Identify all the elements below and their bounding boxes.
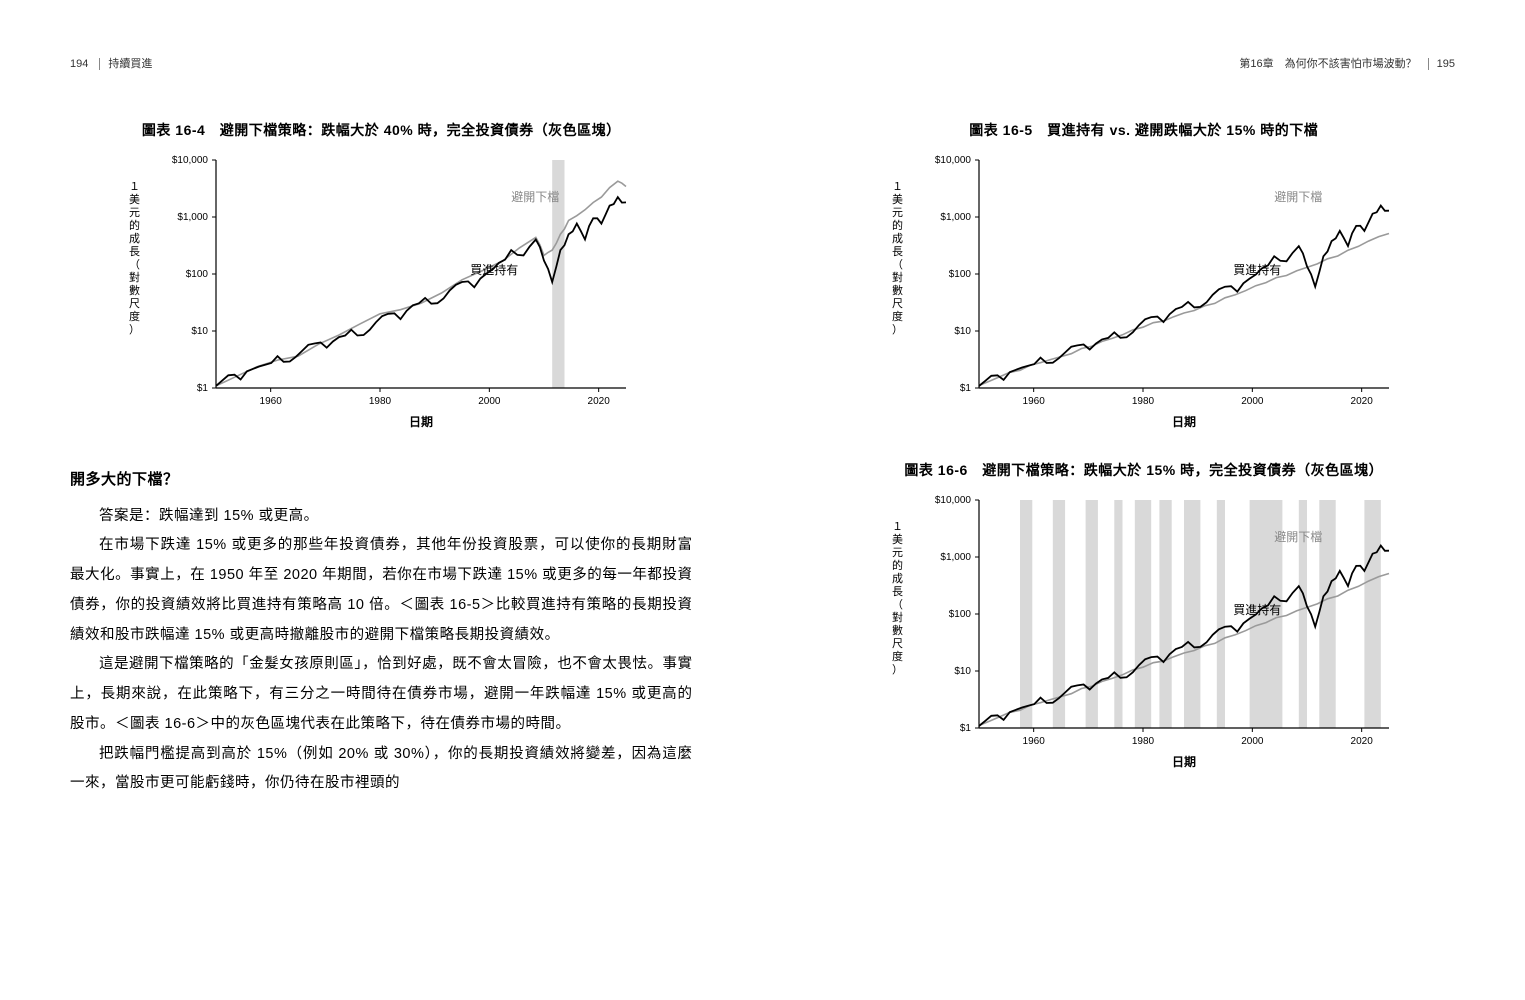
paragraph-1: 答案是：跌幅達到 15% 或更高。 [70,502,693,532]
svg-text:元: 元 [129,207,140,219]
svg-text:長: 長 [892,245,903,258]
svg-text:$1: $1 [197,383,209,394]
svg-text:1980: 1980 [369,396,392,407]
svg-text:$10,000: $10,000 [935,155,972,166]
chart5: １美元的成長（對數尺度） $1 $10 $100 $1,000 $10,000 1960 19… [884,150,1404,430]
chart6-title: 圖表 16-6 避開下檔策略：跌幅大於 15% 時，完全投資債券（灰色區塊） [833,460,1456,480]
section-heading: 開多大的下檔？ [70,465,693,496]
svg-text:成: 成 [129,232,140,245]
svg-text:2000: 2000 [1241,736,1264,747]
svg-text:1960: 1960 [1022,396,1045,407]
svg-text:（: （ [892,258,903,271]
chapter-label: 第16章 為何你不該害怕市場波動？ [1239,58,1416,70]
svg-text:2000: 2000 [1241,396,1264,407]
svg-text:$10: $10 [192,326,209,337]
svg-text:$10: $10 [954,326,971,337]
svg-text:$100: $100 [949,609,972,620]
svg-text:$10,000: $10,000 [935,495,972,506]
svg-text:$100: $100 [949,269,972,280]
svg-text:１: １ [892,521,903,533]
paragraph-3: 這是避開下檔策略的「金髮女孩原則區」，恰到好處，既不會太冒險，也不會太畏怯。事實… [70,650,693,739]
paragraph-2: 在市場下跌達 15% 或更多的那些年投資債券，其他年份投資股票，可以使你的長期財… [70,531,693,650]
svg-text:$1,000: $1,000 [940,212,971,223]
svg-text:避開下檔: 避開下檔 [511,190,559,204]
svg-text:$10,000: $10,000 [172,155,209,166]
svg-text:美: 美 [892,193,903,206]
svg-text:（: （ [892,598,903,611]
svg-text:1980: 1980 [1132,736,1155,747]
svg-text:１: １ [892,181,903,193]
svg-text:長: 長 [892,585,903,598]
svg-text:尺: 尺 [892,298,903,310]
svg-text:的: 的 [129,218,140,232]
page-number-left: 194 [70,58,88,70]
svg-text:1980: 1980 [1132,396,1155,407]
svg-text:１: １ [129,181,140,193]
svg-text:度: 度 [129,309,140,323]
svg-text:的: 的 [892,218,903,232]
svg-text:美: 美 [129,193,140,206]
svg-text:2020: 2020 [1350,736,1373,747]
svg-text:1960: 1960 [260,396,283,407]
chart4-title: 圖表 16-4 避開下檔策略：跌幅大於 40% 時，完全投資債券（灰色區塊） [70,120,693,140]
svg-text:）: ） [129,323,140,336]
svg-text:長: 長 [129,245,140,258]
svg-text:買進持有: 買進持有 [1233,602,1281,617]
svg-text:數: 數 [892,284,903,297]
svg-text:買進持有: 買進持有 [1233,262,1281,277]
page-number-right: 195 [1428,58,1455,70]
svg-text:$1,000: $1,000 [178,212,209,223]
svg-text:尺: 尺 [129,298,140,310]
svg-text:日期: 日期 [409,414,433,429]
svg-text:度: 度 [892,649,903,663]
chart5-title: 圖表 16-5 買進持有 vs. 避開跌幅大於 15% 時的下檔 [833,120,1456,140]
svg-text:1960: 1960 [1022,736,1045,747]
running-title-left: 持續買進 [99,58,152,70]
right-header: 第16章 為何你不該害怕市場波動？ 195 [1239,55,1455,71]
svg-text:對: 對 [892,610,903,624]
svg-text:$100: $100 [186,269,209,280]
left-page: 194 持續買進 圖表 16-4 避開下檔策略：跌幅大於 40% 時，完全投資債… [0,0,763,1000]
svg-text:元: 元 [892,547,903,559]
svg-text:）: ） [892,323,903,336]
svg-text:2020: 2020 [1350,396,1373,407]
svg-text:日期: 日期 [1172,754,1196,769]
chart4: １美元的成長（對數尺度） $1 $10 $100 $1,000 $10,000 1960 19… [121,150,641,430]
svg-text:避開下檔: 避開下檔 [1274,190,1322,204]
svg-text:成: 成 [892,572,903,585]
svg-text:$1: $1 [960,383,972,394]
paragraph-4: 把跌幅門檻提高到高於 15%（例如 20% 或 30%），你的長期投資績效將變差… [70,740,693,799]
svg-text:$1,000: $1,000 [940,552,971,563]
right-page: 第16章 為何你不該害怕市場波動？ 195 圖表 16-5 買進持有 vs. 避… [763,0,1525,1000]
svg-text:成: 成 [892,232,903,245]
svg-text:$1: $1 [960,723,972,734]
svg-text:2000: 2000 [478,396,501,407]
svg-text:對: 對 [129,270,140,284]
svg-text:的: 的 [892,558,903,572]
body-text: 開多大的下檔？ 答案是：跌幅達到 15% 或更高。 在市場下跌達 15% 或更多… [70,465,693,799]
svg-text:度: 度 [892,309,903,323]
svg-text:元: 元 [892,207,903,219]
svg-text:2020: 2020 [588,396,611,407]
svg-text:數: 數 [129,284,140,297]
svg-text:）: ） [892,663,903,676]
svg-text:美: 美 [892,533,903,546]
svg-text:避開下檔: 避開下檔 [1274,530,1322,544]
svg-text:日期: 日期 [1172,414,1196,429]
svg-text:（: （ [129,258,140,271]
svg-text:買進持有: 買進持有 [470,262,518,277]
left-header: 194 持續買進 [70,55,152,71]
chart6: １美元的成長（對數尺度） $1 $10 $100 $1,000 $10,000 1960 19… [884,490,1404,770]
svg-text:對: 對 [892,270,903,284]
svg-text:尺: 尺 [892,638,903,650]
svg-text:$10: $10 [954,666,971,677]
svg-text:數: 數 [892,624,903,637]
